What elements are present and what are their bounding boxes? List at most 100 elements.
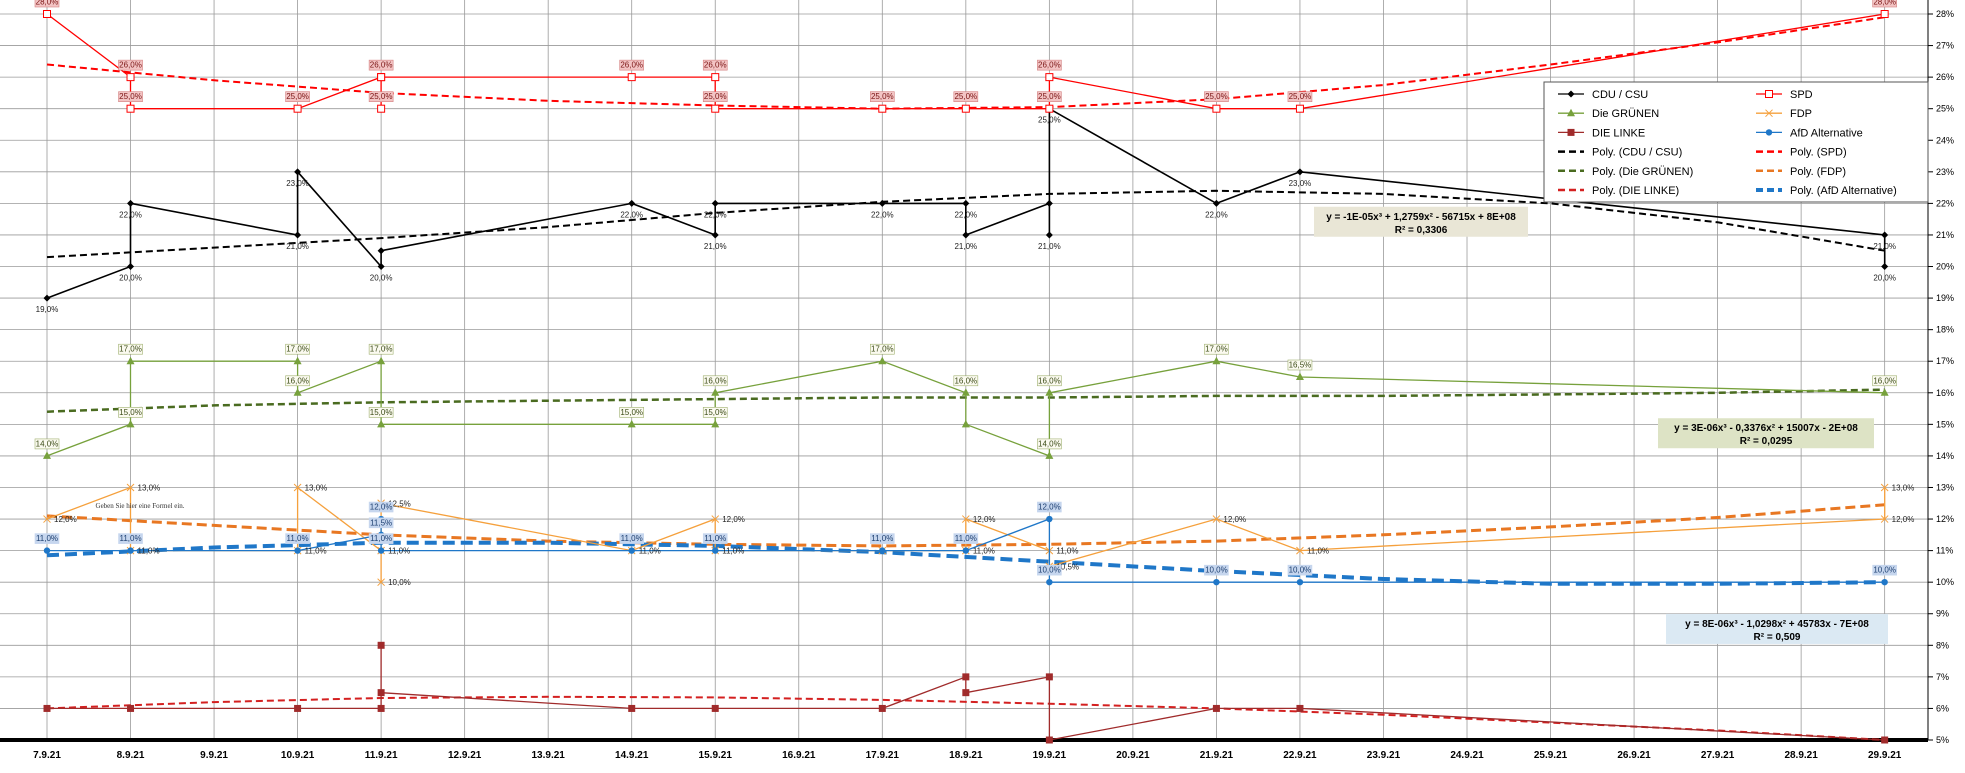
x-tick-label: 16.9.21 xyxy=(782,750,816,761)
data-label-box xyxy=(953,91,979,102)
data-label: 21,0% xyxy=(286,242,309,251)
data-label-text: 16,0% xyxy=(1038,376,1061,385)
diamond-marker xyxy=(377,263,385,271)
triangle-marker xyxy=(293,356,302,365)
data-label: 13,0% xyxy=(305,483,328,492)
data-label-text: 28,0% xyxy=(36,0,59,7)
data-label: 14,0% xyxy=(1037,438,1062,450)
data-label-text: 10,0% xyxy=(1038,566,1061,575)
data-label: 26,0% xyxy=(368,59,394,71)
data-label: 13,0% xyxy=(138,483,161,492)
legend-label: Poly. (FDP) xyxy=(1790,166,1846,178)
legend-item: Poly. (Die GRÜNEN) xyxy=(1558,166,1693,178)
x-tick-label: 22.9.21 xyxy=(1283,750,1317,761)
legend-label: Poly. (CDU / CSU) xyxy=(1592,147,1682,159)
cross-stroke xyxy=(126,483,135,492)
data-label: 15,0% xyxy=(702,407,728,418)
circle-marker xyxy=(294,547,301,554)
data-label-box xyxy=(34,533,60,544)
legend-label: Poly. (Die GRÜNEN) xyxy=(1592,166,1693,178)
data-label: 16,0% xyxy=(1872,375,1897,387)
data-label-text: 10,0% xyxy=(1289,566,1312,575)
data-label-text: 26,0% xyxy=(370,61,393,70)
y-axis: 5% 6% 7% 8% 9% 10% 11% 12% 13% 14% 15% 16% 17% 18% 19%… xyxy=(1928,9,1954,745)
triangle-marker xyxy=(126,356,135,365)
data-label-box xyxy=(34,438,60,450)
data-label-text: 15,0% xyxy=(119,408,142,417)
cross-marker xyxy=(1880,483,1889,492)
square-marker xyxy=(1765,90,1773,98)
data-label-text: 20,0% xyxy=(1873,274,1896,283)
data-label-text: 11,0% xyxy=(287,534,309,543)
trend-equation: y = -1E-05x³ + 1,2759x² - 56715x + 8E+08… xyxy=(1314,206,1528,237)
square-marker xyxy=(878,104,887,113)
data-label-text: 28,0% xyxy=(1873,0,1896,7)
square-marker xyxy=(43,10,51,18)
square-marker xyxy=(126,73,135,82)
square-marker xyxy=(962,673,970,681)
y-tick-label: 24% xyxy=(1936,135,1954,145)
x-tick-label: 20.9.21 xyxy=(1116,750,1150,761)
x-tick-label: 27.9.21 xyxy=(1701,750,1735,761)
diamond-marker xyxy=(1045,199,1053,207)
cross-stroke xyxy=(1212,515,1221,523)
data-label: 15,0% xyxy=(368,407,394,418)
x-tick-label: 25.9.21 xyxy=(1534,750,1568,761)
data-label-text: 12,0% xyxy=(1892,515,1915,524)
square-marker xyxy=(377,641,385,649)
data-label-box xyxy=(1287,564,1313,576)
legend-label: Poly. (AfD Alternative) xyxy=(1790,185,1897,197)
data-label-text: 21,0% xyxy=(286,242,309,251)
data-label-text: 16,5% xyxy=(1289,361,1312,370)
square-marker xyxy=(711,73,720,82)
data-label: 11,0% xyxy=(1307,547,1329,556)
data-label-text: 25,0% xyxy=(370,92,393,101)
data-label-box xyxy=(368,59,394,71)
data-label-box xyxy=(285,91,310,102)
data-label: 17,0% xyxy=(285,343,310,355)
trendline xyxy=(46,16,1885,110)
square-marker xyxy=(878,704,886,712)
diamond-marker xyxy=(711,199,719,207)
legend-label: AfD Alternative xyxy=(1790,127,1863,139)
trend-equation-formula: y = 3E-06x³ - 0,3376x² + 15007x - 2E+08 xyxy=(1674,423,1858,434)
x-tick-label: 15.9.21 xyxy=(699,750,733,761)
y-tick-label: 5% xyxy=(1936,735,1949,745)
x-tick-label: 11.9.21 xyxy=(365,750,398,761)
data-label-text: 16,0% xyxy=(704,376,727,385)
data-label-text: 17,0% xyxy=(119,345,142,354)
trend-equation-r2: R² = 0,0295 xyxy=(1740,436,1793,447)
data-label: 11,0% xyxy=(973,547,995,556)
data-label-text: 14,0% xyxy=(36,439,59,448)
data-label: 11,0% xyxy=(702,533,728,544)
square-marker xyxy=(294,704,302,712)
diamond-marker xyxy=(1212,199,1220,207)
square-marker xyxy=(1045,673,1053,681)
square-marker xyxy=(962,689,970,697)
cross-stroke xyxy=(377,578,385,587)
diamond-marker xyxy=(1045,231,1053,239)
legend-label: Poly. (DIE LINKE) xyxy=(1592,185,1679,197)
data-label-box xyxy=(1037,59,1062,71)
diamond-marker xyxy=(711,231,719,239)
triangle-marker xyxy=(1880,388,1889,396)
square-marker xyxy=(377,689,385,697)
cross-marker xyxy=(1212,515,1221,523)
data-label: 23,0% xyxy=(286,179,309,188)
data-label-text: 25,0% xyxy=(1289,92,1312,101)
x-tick-label: 18.9.21 xyxy=(949,750,983,761)
data-label: 12,0% xyxy=(54,515,77,524)
diamond-marker xyxy=(294,168,302,176)
data-label: 11,5% xyxy=(368,517,394,529)
triangle-marker xyxy=(43,451,51,459)
data-label-text: 25,0% xyxy=(119,92,142,101)
data-label: 11,0% xyxy=(118,533,143,544)
data-label: 16,0% xyxy=(285,375,310,387)
data-label-text: 12,5% xyxy=(388,499,411,508)
cross-stroke xyxy=(1765,109,1773,118)
x-tick-label: 21.9.21 xyxy=(1200,750,1234,761)
data-label-text: 22,0% xyxy=(620,210,643,219)
data-label: 21,0% xyxy=(1038,242,1061,251)
data-label-text: 25,0% xyxy=(286,92,309,101)
data-label-box xyxy=(869,91,895,102)
